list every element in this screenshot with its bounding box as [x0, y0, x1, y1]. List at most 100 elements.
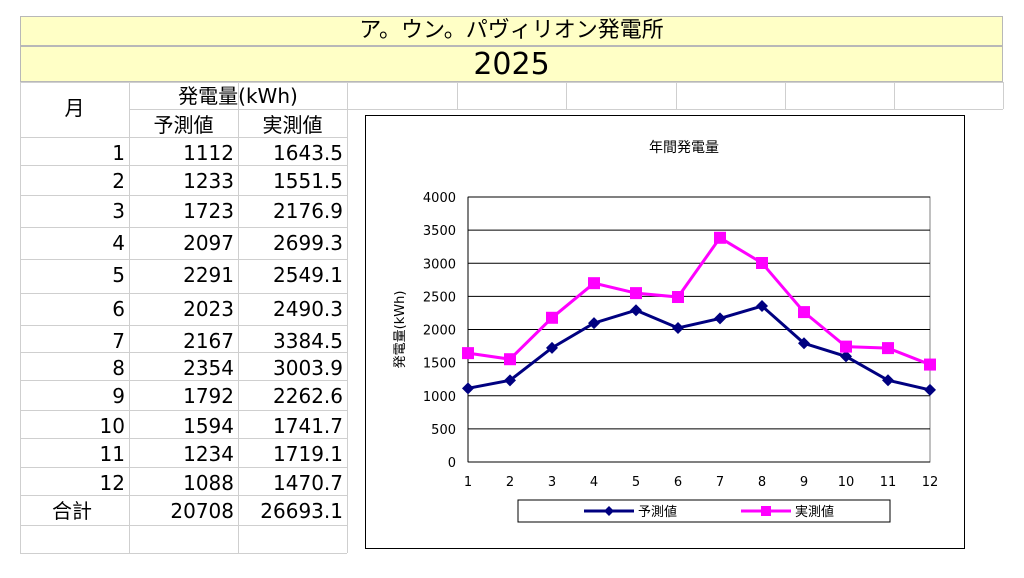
x-tick-label: 2	[506, 475, 514, 490]
month-cell[interactable]: 12	[99, 471, 125, 495]
data-point-forecast	[756, 300, 768, 313]
forecast-cell[interactable]: 2097	[183, 231, 234, 255]
month-cell[interactable]: 4	[112, 231, 125, 255]
actual-cell[interactable]: 2549.1	[273, 263, 343, 287]
data-point-forecast	[798, 337, 810, 350]
data-point-forecast	[546, 341, 558, 354]
series-line-forecast	[467, 304, 931, 392]
header-forecast[interactable]: 予測値	[153, 113, 214, 137]
actual-cell[interactable]: 3384.5	[273, 329, 343, 353]
grid-row-line	[20, 137, 347, 138]
chart-title: 年間発電量	[649, 140, 719, 156]
x-tick-label: 4	[590, 475, 598, 490]
x-tick-label: 11	[880, 475, 897, 490]
total-forecast-cell[interactable]: 20708	[170, 499, 234, 523]
grid-row-line	[20, 293, 347, 294]
header-actual[interactable]: 実測値	[262, 113, 323, 137]
grid-col-line	[676, 82, 677, 109]
total-actual-cell[interactable]: 26693.1	[260, 499, 343, 523]
grid-row-line	[20, 438, 347, 439]
data-point-actual	[672, 291, 684, 304]
grid-row-line	[20, 495, 347, 496]
legend-label: 実測値	[795, 504, 834, 520]
header-month[interactable]: 月	[64, 96, 85, 120]
month-cell[interactable]: 1	[112, 141, 125, 165]
data-point-forecast	[672, 321, 684, 334]
forecast-cell[interactable]: 2167	[183, 329, 234, 353]
data-point-actual	[504, 353, 516, 366]
actual-cell[interactable]: 2262.6	[273, 384, 343, 408]
x-tick-label: 8	[758, 475, 766, 490]
actual-cell[interactable]: 1643.5	[273, 141, 343, 165]
chart-area[interactable]: 0 500 1000 1500 2000 2500 3000 3500 4000 1 2 3 4 5 6 7 8…	[365, 115, 965, 549]
data-point-actual	[630, 287, 642, 300]
actual-cell[interactable]: 2490.3	[273, 297, 343, 321]
forecast-cell[interactable]: 2291	[183, 263, 234, 287]
y-tick-label: 3000	[423, 257, 456, 272]
forecast-cell[interactable]: 1088	[183, 471, 234, 495]
grid-row-line	[20, 410, 347, 411]
x-tick-label: 10	[838, 475, 855, 490]
data-point-actual	[840, 340, 852, 353]
forecast-cell[interactable]: 1233	[183, 169, 234, 193]
actual-cell[interactable]: 1551.5	[273, 169, 343, 193]
month-cell[interactable]: 2	[112, 169, 125, 193]
grid-row-line	[20, 467, 347, 468]
month-cell[interactable]: 8	[112, 356, 125, 380]
data-point-actual	[714, 231, 726, 244]
data-point-forecast	[714, 312, 726, 325]
month-cell[interactable]: 5	[112, 263, 125, 287]
grid-col-line	[238, 82, 239, 553]
month-cell[interactable]: 3	[112, 199, 125, 223]
month-cell[interactable]: 10	[99, 414, 125, 438]
grid-col-line	[20, 82, 21, 553]
forecast-cell[interactable]: 1234	[183, 442, 234, 466]
grid-row-line	[20, 227, 347, 228]
month-cell[interactable]: 6	[112, 297, 125, 321]
grid-row-line	[129, 109, 1003, 110]
actual-cell[interactable]: 1470.7	[273, 471, 343, 495]
data-point-actual	[798, 306, 810, 319]
grid-col-line	[457, 82, 458, 109]
data-point-forecast	[840, 350, 852, 363]
actual-cell[interactable]: 3003.9	[273, 356, 343, 380]
header-generation[interactable]: 発電量(kWh)	[178, 84, 298, 108]
forecast-cell[interactable]: 1594	[183, 414, 234, 438]
data-point-forecast	[504, 374, 516, 387]
sheet-title[interactable]: ア。ウン。パヴィリオン発電所	[20, 16, 1003, 46]
month-cell[interactable]: 7	[112, 329, 125, 353]
forecast-cell[interactable]: 1723	[183, 199, 234, 223]
forecast-cell[interactable]: 2354	[183, 356, 234, 380]
grid-row-line	[20, 325, 347, 326]
month-cell[interactable]: 9	[112, 384, 125, 408]
y-tick-label: 2500	[423, 290, 456, 305]
month-cell[interactable]: 11	[99, 442, 125, 466]
y-tick-label: 0	[448, 456, 456, 471]
actual-cell[interactable]: 1741.7	[273, 414, 343, 438]
forecast-cell[interactable]: 1792	[183, 384, 234, 408]
y-tick-label: 500	[431, 423, 456, 438]
grid-row-line	[20, 380, 347, 381]
total-label[interactable]: 合計	[52, 499, 92, 523]
x-tick-label: 1	[464, 475, 472, 490]
actual-cell[interactable]: 2699.3	[273, 231, 343, 255]
grid-row-line	[20, 553, 347, 554]
x-tick-label: 12	[922, 475, 939, 490]
actual-cell[interactable]: 1719.1	[273, 442, 343, 466]
grid-row-line	[20, 259, 347, 260]
grid-row-line	[20, 525, 347, 526]
grid-col-line	[347, 82, 348, 553]
data-point-actual	[882, 342, 894, 355]
data-point-actual	[924, 358, 936, 371]
forecast-cell[interactable]: 2023	[183, 297, 234, 321]
forecast-cell[interactable]: 1112	[183, 141, 234, 165]
actual-cell[interactable]: 2176.9	[273, 199, 343, 223]
data-point-forecast	[588, 317, 600, 330]
series-line-actual	[467, 235, 931, 366]
sheet-year[interactable]: 2025	[20, 46, 1003, 82]
y-tick-label: 2000	[423, 324, 456, 339]
legend-marker-actual	[761, 506, 771, 516]
y-axis-label: 発電量(kWh)	[393, 291, 408, 369]
